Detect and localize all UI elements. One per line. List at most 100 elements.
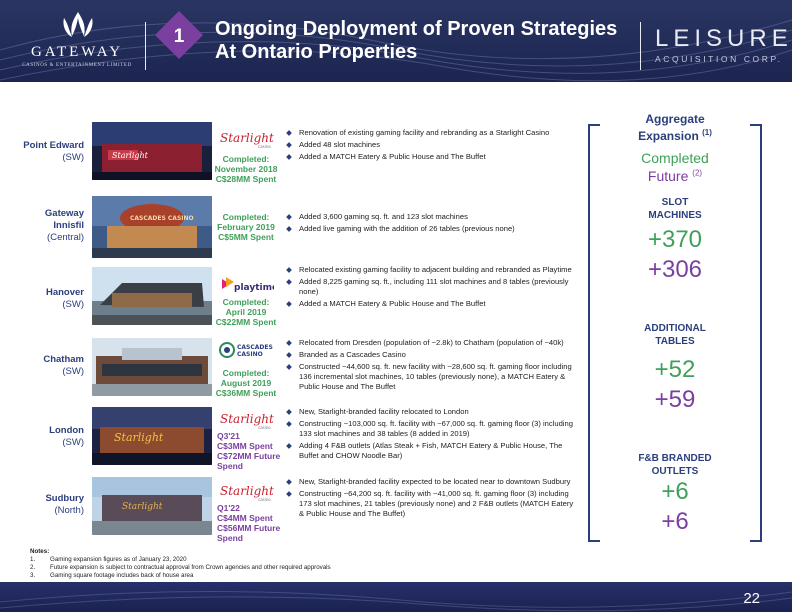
svg-text:casino: casino [258,144,271,149]
location-region: (Central) [47,232,84,243]
bullet-item: Branded as a Cascades Casino [284,350,574,360]
status-completed-chatham: Completed: August 2019 C$36MM Spent [215,368,277,398]
bullet-item: Added live gaming with the addition of 2… [284,224,574,234]
status-future-sudbury: Q1'22 C$4MM Spent C$56MM Future Spend [217,503,281,543]
playtime-logo-icon: playtime [222,277,278,293]
bullet-item: New, Starlight-branded facility relocate… [284,407,574,417]
bullet-list: New, Starlight-branded facility relocate… [284,407,574,463]
starlight-logo-icon: Starlight casino [220,131,274,149]
bullet-item: Added a MATCH Eatery & Public House and … [284,299,574,309]
location-name: Point Edward [23,140,84,151]
footnotes: Notes: 1. Gaming expansion figures as of … [30,548,331,580]
note-item: 2. Future expansion is subject to contrac… [30,564,331,571]
status-completed-hanover: Completed: April 2019 C$22MM Spent [215,297,277,327]
slot-completed-value: +370 [647,226,703,253]
page-number: 22 [743,590,760,607]
tables-future-value: +59 [654,386,696,413]
fb-future-value: +6 [661,508,689,535]
gateway-name: GATEWAY [30,44,124,60]
status-future-london: Q3'21 C$3MM Spent C$72MM Future Spend [217,431,281,471]
status-completed-innisfil: Completed: February 2019 C$5MM Spent [217,212,275,242]
brand-logo-starlight: Starlight casino [218,126,274,152]
tables-completed-value: +52 [654,356,696,383]
bullet-item: Added 48 slot machines [284,140,574,150]
starlight-logo-icon: Starlight casino [220,484,274,502]
slot-future-value: +306 [647,256,703,283]
starlight-logo-icon: Starlight casino [220,412,274,430]
header-pattern [0,19,792,82]
gateway-logo: GATEWAY CASINOS & ENTERTAINMENT LIMITED [22,10,132,74]
bullet-item: Added 3,600 gaming sq. ft. and 123 slot … [284,212,574,222]
location-region: (SW) [62,437,84,448]
cascades-logo-icon: CASCADES CASINO [219,342,273,358]
location-label: Sudbury (North) [4,493,84,517]
svg-text:Starlight: Starlight [112,151,149,160]
bullet-item: Constructing ~103,000 sq. ft. facility w… [284,419,574,439]
location-region: (SW) [62,152,84,163]
page-title-line1: Ongoing Deployment of Proven Strategies [215,18,618,40]
page-title-line2: At Ontario Properties [215,41,418,63]
footer-pattern [0,590,792,612]
svg-text:playtime: playtime [234,283,274,293]
svg-text:Starlight: Starlight [220,131,274,145]
svg-text:Starlight: Starlight [220,484,274,498]
location-region: (SW) [62,299,84,310]
bullet-list: Relocated from Dresden (population of ~2… [284,338,574,394]
brand-logo-starlight: Starlight casino [218,479,274,505]
location-name: Sudbury [45,493,84,504]
bullet-item: Added a MATCH Eatery & Public House and … [284,152,574,162]
location-region: (North) [54,505,84,516]
location-region: (SW) [62,366,84,377]
property-photo-chatham [92,338,212,396]
footer-band: 22 [0,582,792,612]
svg-text:CASCADES: CASCADES [237,344,273,351]
brand-logo-starlight: Starlight casino [218,407,274,433]
gateway-subtitle: CASINOS & ENTERTAINMENT LIMITED [22,63,132,68]
note-item: 1. Gaming expansion figures as of January… [30,556,187,563]
location-name: Gateway Innisfil [44,208,84,231]
leisure-subtitle: ACQUISITION CORP. [655,54,783,64]
leisure-logo: LEISURE ACQUISITION CORP. [655,25,792,66]
property-photo-hanover [92,267,212,325]
bullet-list: Renovation of existing gaming facility a… [284,128,574,164]
bullet-list: Added 3,600 gaming sq. ft. and 123 slot … [284,212,574,236]
svg-text:CASCADES CASINO: CASCADES CASINO [130,215,194,222]
legend-future: Future (2) [647,168,703,184]
svg-text:Starlight: Starlight [122,502,163,512]
header-divider-left [145,22,146,70]
location-name: London [49,425,84,436]
status-completed-point-edward: Completed: November 2018 C$28MM Spent [214,154,278,184]
location-label: Hanover (SW) [4,287,84,311]
fb-outlets-label: F&B BRANDED OUTLETS [638,453,712,477]
bullet-item: Adding 4 F&B outlets (Atlas Steak + Fish… [284,441,574,461]
brand-logo-playtime: playtime [218,275,278,301]
aggregate-title: Aggregate Expansion (1) [638,112,712,143]
bullet-item: Renovation of existing gaming facility a… [284,128,574,138]
additional-tables-label: ADDITIONAL TABLES [644,323,706,347]
location-name: Hanover [45,287,84,298]
notes-heading: Notes: [30,548,50,555]
header-divider-right [640,22,641,70]
header-band: GATEWAY CASINOS & ENTERTAINMENT LIMITED … [0,0,792,82]
location-label: Gateway Innisfil (Central) [4,208,84,244]
slot-machines-label: SLOT MACHINES [648,197,702,221]
property-photo-london: Starlight [92,407,212,465]
bullet-item: Constructing ~64,200 sq. ft. facility wi… [284,489,574,519]
svg-text:casino: casino [258,497,271,502]
svg-text:Starlight: Starlight [114,431,164,444]
location-label: London (SW) [4,425,84,449]
svg-text:CASINO: CASINO [237,351,263,358]
svg-text:Starlight: Starlight [220,412,274,426]
property-photo-sudbury: Starlight [92,477,212,535]
property-photo-innisfil: CASCADES CASINO [92,196,212,258]
bullet-item: Relocated existing gaming facility to ad… [284,265,574,275]
section-number: 1 [173,26,185,47]
bullet-item: Added 8,225 gaming sq. ft., including 11… [284,277,574,297]
page-title: Ongoing Deployment of Proven Strategies … [215,18,625,64]
leisure-name: LEISURE [655,25,792,52]
svg-text:casino: casino [258,425,271,430]
bullet-list: Relocated existing gaming facility to ad… [284,265,574,311]
bullet-list: New, Starlight-branded facility expected… [284,477,574,521]
location-name: Chatham [43,354,84,365]
bullet-item: New, Starlight-branded facility expected… [284,477,574,487]
